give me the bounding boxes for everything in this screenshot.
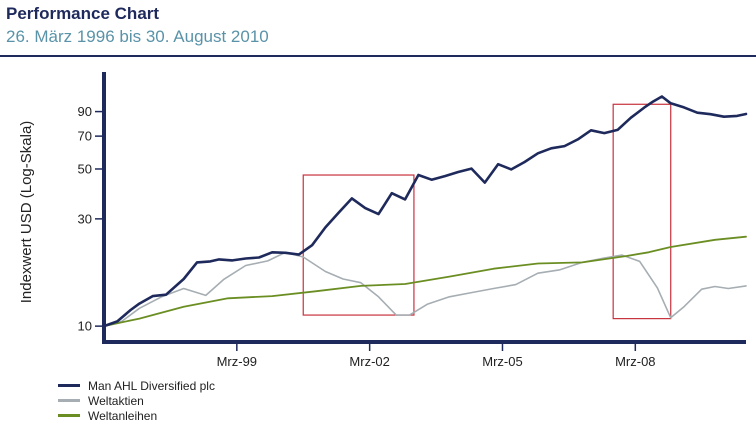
- legend-swatch-aktien: [58, 399, 80, 402]
- legend-label-anleihen: Weltanleihen: [88, 408, 158, 423]
- y-tick-label: 70: [78, 129, 92, 144]
- highlight-box-2: [612, 103, 672, 320]
- legend-label-ahl: Man AHL Diversified plc: [88, 378, 215, 393]
- series-line-anleihen: [103, 235, 747, 328]
- y-tick-label: 90: [78, 104, 92, 119]
- y-tick-label: 10: [78, 319, 92, 334]
- header-rule: [0, 55, 756, 57]
- highlight-box-1: [302, 174, 415, 316]
- legend-swatch-ahl: [58, 384, 80, 387]
- y-tick-label: 30: [78, 211, 92, 226]
- series-line-aktien: [103, 251, 747, 327]
- chart-axes: [102, 72, 746, 344]
- highlight-boxes: [302, 103, 672, 320]
- chart-title: Performance Chart: [6, 4, 160, 23]
- x-tick-label: Mrz-05: [482, 354, 522, 369]
- legend-item-aktien: Weltaktien: [58, 393, 215, 408]
- legend: Man AHL Diversified plc Weltaktien Welta…: [58, 378, 215, 423]
- legend-item-ahl: Man AHL Diversified plc: [58, 378, 215, 393]
- x-axis-ticks: Mrz-99 Mrz-02 Mrz-05 Mrz-08: [217, 342, 656, 369]
- series-line-ahl: [102, 95, 748, 328]
- x-tick-label: Mrz-02: [349, 354, 389, 369]
- legend-swatch-anleihen: [58, 414, 80, 417]
- y-axis-label: Indexwert USD (Log-Skala): [18, 121, 35, 304]
- legend-label-aktien: Weltaktien: [88, 393, 144, 408]
- legend-item-anleihen: Weltanleihen: [58, 408, 215, 423]
- y-axis-ticks: 10 30 50 70 90: [78, 104, 104, 334]
- y-tick-label: 50: [78, 161, 92, 176]
- series-lines: [102, 95, 748, 328]
- x-tick-label: Mrz-99: [217, 354, 257, 369]
- x-tick-label: Mrz-08: [615, 354, 655, 369]
- chart-subtitle: 26. März 1996 bis 30. August 2010: [6, 27, 269, 46]
